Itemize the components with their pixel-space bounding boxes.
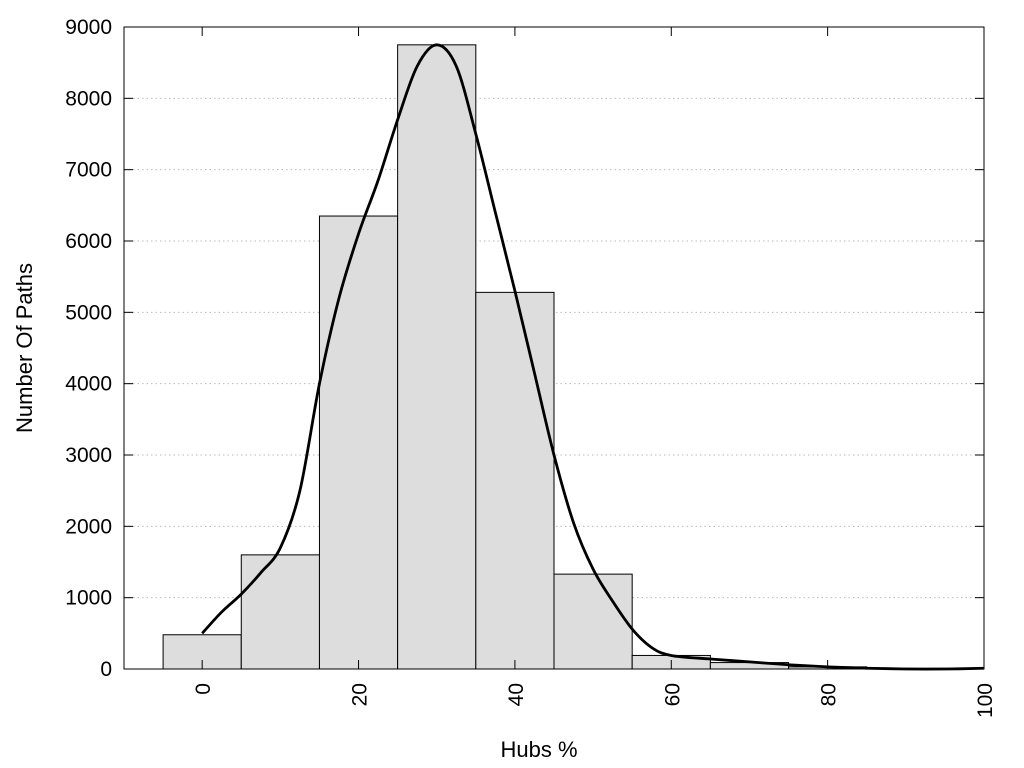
y-axis-title: Number Of Paths — [12, 263, 37, 433]
y-tick-label: 1000 — [65, 587, 112, 610]
plot-frame — [123, 26, 985, 670]
histogram-bar — [397, 44, 477, 670]
histogram-bar — [240, 554, 320, 670]
y-tick-label: 6000 — [65, 230, 112, 253]
y-tick-label: 3000 — [65, 444, 112, 467]
bars — [162, 44, 946, 670]
histogram-bar — [475, 291, 555, 670]
y-tick-label: 4000 — [65, 373, 112, 396]
density-curve — [201, 43, 985, 671]
y-tick-label: 5000 — [65, 301, 112, 324]
histogram-bar — [553, 573, 633, 670]
x-tick-label: 100 — [974, 683, 997, 718]
y-tick-label: 9000 — [65, 16, 112, 39]
y-tick-label: 7000 — [65, 159, 112, 182]
y-tick-label: 2000 — [65, 515, 112, 538]
x-tick-label: 0 — [192, 683, 215, 695]
x-tick-label: 60 — [661, 683, 684, 706]
histogram-bar — [318, 215, 399, 670]
axis-ticks: 0 1000 2000 3000 4000 5000 6000 7000 8000 9000 0 20… — [65, 16, 997, 718]
x-tick-label: 40 — [505, 683, 528, 706]
y-tick-label: 8000 — [65, 87, 112, 110]
x-axis-title: Hubs % — [500, 737, 577, 762]
x-tick-label: 20 — [349, 683, 372, 706]
grid-lines — [124, 97, 984, 599]
y-tick-label: 0 — [100, 658, 112, 681]
x-tick-label: 80 — [818, 683, 841, 706]
